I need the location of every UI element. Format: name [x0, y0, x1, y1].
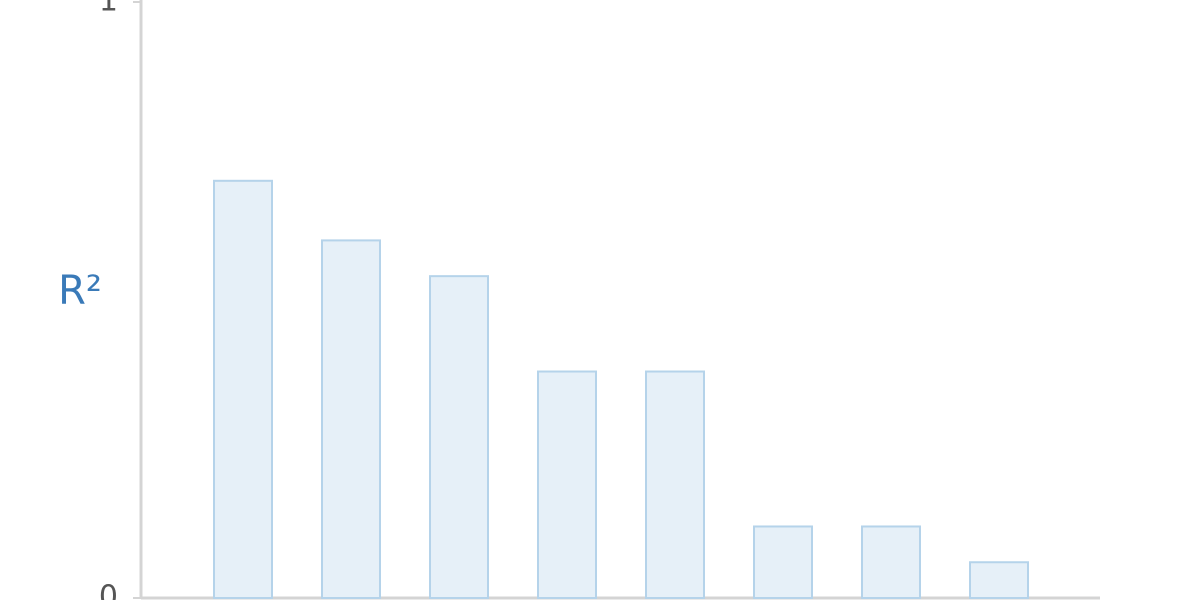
bar [753, 525, 813, 599]
y-axis-label: R² [58, 268, 102, 314]
y-tick-label: 1 [99, 0, 118, 19]
bar [429, 275, 489, 599]
bar [969, 561, 1029, 599]
bar [861, 525, 921, 599]
bar [213, 179, 273, 600]
bar [645, 370, 705, 599]
bar [321, 239, 381, 599]
y-tick-label: 0 [99, 580, 118, 600]
bar [537, 370, 597, 599]
